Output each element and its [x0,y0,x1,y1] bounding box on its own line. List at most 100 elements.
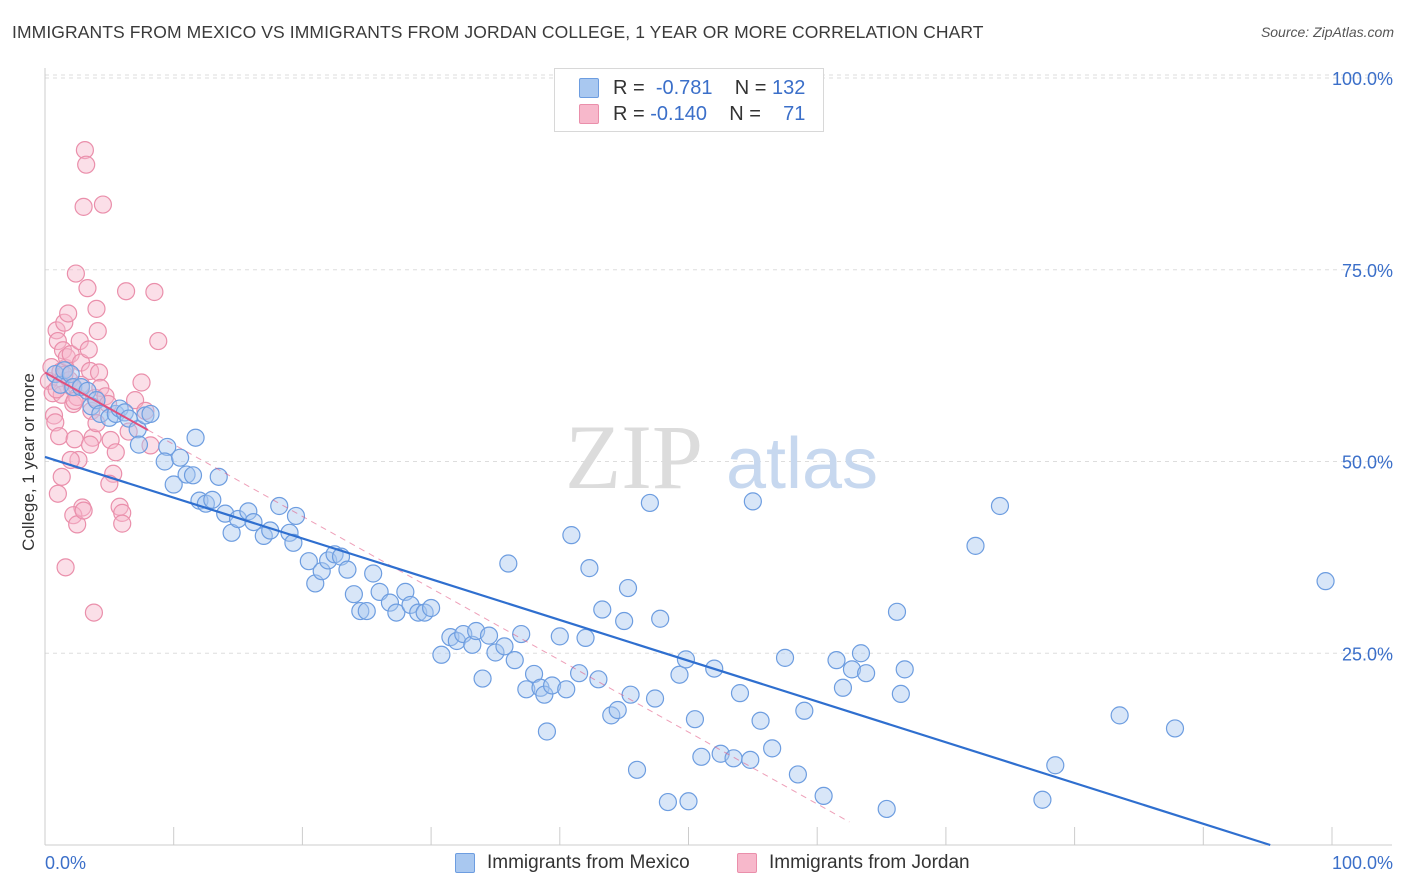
mexico-point [576,628,595,648]
mexico-point [286,506,306,526]
mexico-point [608,700,627,720]
mexico-point [741,750,760,769]
legend-item-jordan: Immigrants from Jordan [737,852,970,874]
jordan-point [149,331,168,351]
mexico-point [833,678,853,697]
mexico-point [827,651,846,670]
watermark-atlas: atlas [726,424,878,504]
jordan-point [80,435,100,454]
legend-swatch-mexico [455,853,475,873]
mexico-point [517,680,536,699]
mexico-point [724,749,743,768]
jordan-point [46,413,65,432]
mexico-point [795,701,814,720]
mexico-point [775,648,795,667]
jordan-point [88,322,107,341]
mexico-point [177,465,196,484]
mexico-point [851,644,871,663]
mexico-point [877,799,896,819]
jordan-point [79,340,98,359]
mexico-point [743,492,762,511]
mexico-point [155,452,174,471]
jordan-point [74,501,93,520]
jordan-point [132,373,151,392]
jordan-trend-dashed [147,429,850,823]
mexico-point [203,490,222,509]
series-legend: Immigrants from Mexico Immigrants from J… [0,852,1406,878]
mexico-point [387,603,406,622]
jordan-point [48,484,67,503]
legend-swatch-jordan [737,853,757,873]
mexico-point [990,496,1010,516]
mexico-point [338,560,357,579]
tick-labels: 25.0% 50.0% 75.0% 100.0% 0.0% 100.0% [45,69,1393,873]
axes [44,68,1392,846]
jordan-trend-line [44,371,149,431]
correlation-legend: R = -0.781 N = 132 R = -0.140 N = 71 [554,68,824,132]
mexico-point [580,559,599,578]
y-tick-label: 50.0% [1342,453,1393,473]
jordan-point [106,443,125,462]
jordan-point [66,264,85,283]
mexico-point [887,602,907,621]
jordan-point [87,299,106,318]
legend-swatch-jordan [579,104,599,124]
mexico-point [857,664,876,683]
jordan-point [59,304,78,323]
mexico-point [364,564,383,583]
mexico-point [542,676,562,695]
mexico-point [621,685,640,704]
jordan-point [64,506,83,525]
mexico-point [640,493,659,513]
mexico-point [1046,756,1065,775]
mexico-point [895,660,914,679]
mexico-point [1316,572,1335,591]
legend-item-mexico: Immigrants from Mexico [455,852,690,874]
jordan-point [80,361,100,381]
jordan-point [65,430,84,449]
mexico-point [495,637,514,656]
legend-label-jordan: Immigrants from Jordan [769,852,970,873]
mexico-point [479,626,499,645]
legend-row-jordan: R = -0.140 N = 71 [579,102,805,126]
mexico-point [270,496,289,516]
mexico-point [432,645,451,664]
mexico-point [692,747,711,766]
mexico-point [486,643,505,662]
mexico-point [679,792,698,811]
mexico-point [209,467,228,486]
legend-n-label: N = [729,102,761,125]
mexico-point [763,739,782,758]
mexico-point [422,598,441,618]
mexico-point [141,404,160,424]
mexico-trend-line [44,455,1271,847]
jordan-point [74,197,93,216]
jordan-point [50,427,69,446]
mexico-point [557,680,576,699]
mexico-point [537,722,557,741]
mexico-point [730,684,750,703]
legend-r-label: R = [613,76,645,99]
mexico-point [239,502,258,521]
jordan-point [145,282,164,302]
mexico-point [463,635,482,654]
legend-swatch-mexico [579,78,599,98]
mexico-point [615,611,634,631]
mexico-point [183,466,203,485]
series-jordan [39,140,168,622]
jordan-point [48,331,67,351]
mexico-point [814,786,833,806]
legend-n-value: 132 [772,76,806,99]
legend-label-mexico: Immigrants from Mexico [487,852,690,873]
chart-title: IMMIGRANTS FROM MEXICO VS IMMIGRANTS FRO… [12,22,984,42]
mexico-point [284,533,303,552]
jordan-point [113,503,132,522]
mexico-point [1165,719,1185,738]
gridlines [45,74,1392,654]
legend-r-label: R = [613,102,645,125]
jordan-point [136,401,155,420]
mexico-point [164,475,183,494]
mexico-point [751,711,770,730]
mexico-point [505,651,524,670]
